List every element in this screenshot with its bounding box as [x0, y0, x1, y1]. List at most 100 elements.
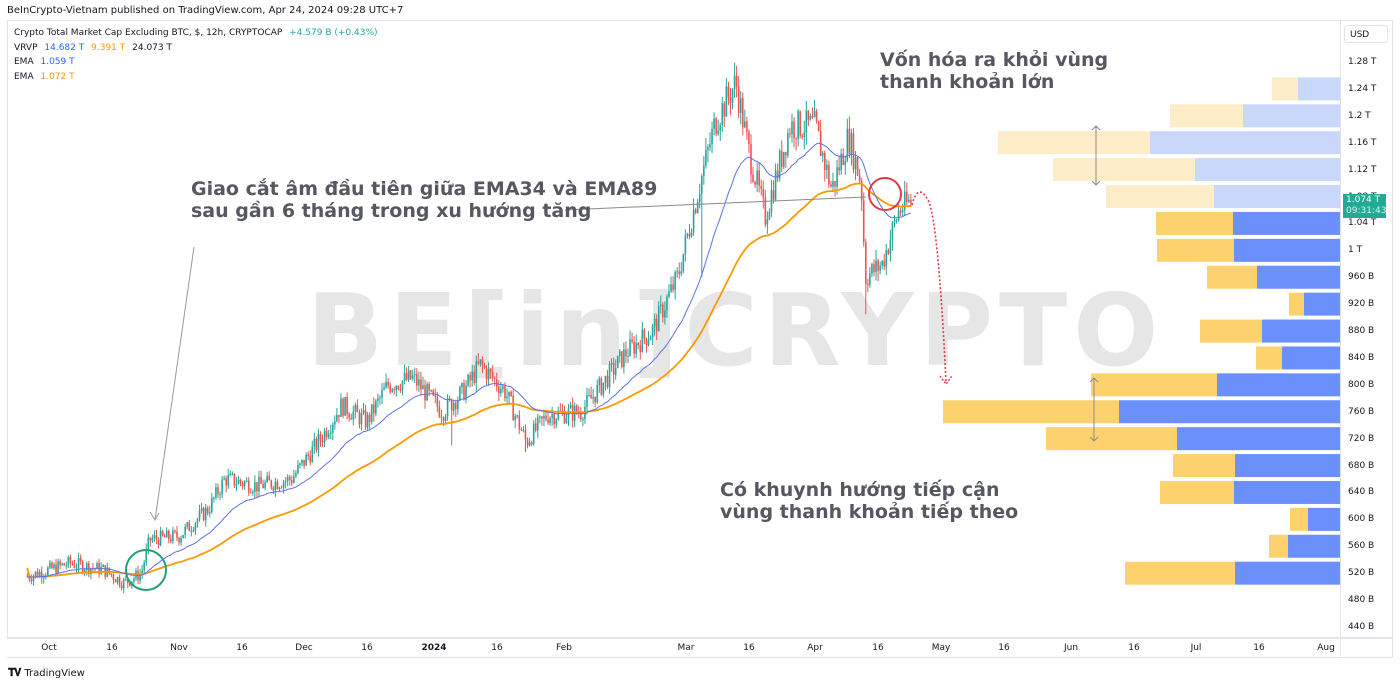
- candle-body: [512, 395, 514, 421]
- legend-ema89-row[interactable]: EMA 1.072 T: [14, 70, 382, 85]
- candle-body: [709, 144, 711, 148]
- candle-body: [776, 170, 779, 179]
- tradingview-label: TradingView: [24, 667, 85, 679]
- candle-body: [764, 197, 767, 225]
- volume-profile-down-bar: [1289, 292, 1304, 316]
- legend-ema34-row[interactable]: EMA 1.059 T: [14, 55, 382, 70]
- legend-vrvp-row[interactable]: VRVP 14.682 T 9.391 T 24.073 T: [14, 41, 382, 56]
- time-tick: 16: [1128, 643, 1140, 653]
- candle-body: [73, 564, 76, 568]
- annotation-next-zone: Có khuynh hướng tiếp cận vùng thanh khoả…: [720, 479, 1018, 523]
- chart-plot-area[interactable]: BE[in]CRYPTO: [7, 20, 1340, 638]
- candle-body: [157, 539, 160, 546]
- candle-body: [616, 355, 619, 369]
- price-axis[interactable]: 1.28 T1.24 T1.2 T1.16 T1.12 T1.08 T1.04 …: [1340, 20, 1394, 638]
- range-arrow-down-icon: [1089, 436, 1099, 442]
- candle-body: [897, 210, 900, 221]
- candle-body: [413, 373, 416, 376]
- candle-body: [760, 185, 763, 190]
- candle-body: [623, 349, 625, 368]
- candle-body: [100, 567, 102, 574]
- candle-body: [438, 406, 441, 417]
- price-tick: 680 B: [1348, 460, 1375, 471]
- price-tick: 760 B: [1348, 406, 1375, 417]
- candle-body: [389, 385, 391, 392]
- candle-body: [662, 304, 664, 318]
- candle-body: [828, 164, 830, 185]
- candle-body: [151, 538, 154, 541]
- tradingview-brand[interactable]: 𝐓𝐕 TradingView: [8, 666, 85, 680]
- ema89-value: 1.072 T: [40, 71, 75, 82]
- candle-body: [801, 135, 804, 137]
- candle-body: [461, 383, 463, 388]
- candle-body: [727, 86, 730, 98]
- candle-body: [774, 170, 777, 200]
- annotation-line: sau gần 6 tháng trong xu hướng tăng: [191, 200, 592, 222]
- candle-body: [47, 567, 49, 576]
- legend-symbol-row[interactable]: Crypto Total Market Cap Excluding BTC, $…: [14, 26, 382, 41]
- candle-body: [149, 537, 152, 541]
- volume-profile-down-bar: [1160, 480, 1234, 504]
- candle-body: [264, 482, 266, 489]
- candle-body: [748, 131, 750, 145]
- candle-body: [676, 271, 678, 273]
- candle-body: [707, 147, 709, 150]
- candle-body: [112, 575, 115, 580]
- price-tick: 640 B: [1348, 487, 1375, 498]
- candle-body: [364, 410, 367, 428]
- price-chart[interactable]: BE[in]CRYPTO: [7, 20, 1340, 638]
- candle-body: [190, 530, 193, 532]
- time-tick: Oct: [41, 643, 57, 653]
- candle-body: [436, 396, 439, 407]
- candle-body: [430, 390, 432, 392]
- candle-body: [407, 370, 410, 380]
- currency-button[interactable]: USD: [1344, 25, 1388, 43]
- candle-body: [551, 414, 553, 418]
- volume-profile-up-bar: [1243, 104, 1340, 128]
- candle-body: [36, 571, 39, 577]
- candle-body: [262, 483, 264, 489]
- price-tick: 480 B: [1348, 595, 1375, 605]
- candle-body: [680, 271, 683, 274]
- candle-body: [126, 579, 129, 584]
- candle-body: [309, 456, 312, 463]
- candle-body: [666, 296, 668, 311]
- time-tick: Jun: [1063, 643, 1079, 653]
- candle-body: [368, 414, 371, 422]
- candle-body: [471, 371, 473, 381]
- candle-body: [846, 128, 849, 162]
- candle-body: [139, 573, 141, 581]
- candle-body: [96, 562, 98, 569]
- candle-body: [102, 565, 104, 568]
- candle-body: [483, 365, 486, 368]
- candle-body: [883, 260, 886, 267]
- candle-body: [840, 153, 842, 171]
- arrow-head-icon: [149, 511, 160, 521]
- candle-body: [678, 271, 681, 274]
- candle-body: [797, 111, 799, 140]
- price-tick: 720 B: [1348, 433, 1375, 444]
- candle-body: [639, 345, 642, 352]
- candle-body: [641, 329, 644, 352]
- candle-body: [397, 386, 400, 389]
- candle-body: [342, 398, 344, 416]
- candle-body: [258, 477, 260, 492]
- candle-body: [161, 530, 164, 536]
- time-axis[interactable]: Oct 16 Nov 16 Dec 16 2024 16 Feb Mar 16 Apr 16 May 16 J…: [7, 638, 1340, 658]
- volume-profile-down-bar: [1269, 534, 1288, 558]
- time-tick: Apr: [807, 643, 823, 653]
- candle-body: [311, 446, 314, 463]
- candle-body: [221, 479, 223, 495]
- candle-body: [200, 508, 203, 512]
- candle-body: [108, 567, 111, 574]
- vrvp-up-volume: 14.682 T: [44, 42, 85, 53]
- candle-body: [719, 125, 722, 131]
- candle-body: [762, 189, 765, 198]
- candle-body: [276, 481, 279, 490]
- volume-profile-down-bar: [1256, 346, 1282, 370]
- candle-body: [446, 398, 449, 417]
- candle-body: [350, 417, 353, 420]
- candle-body: [268, 476, 271, 481]
- candle-body: [399, 388, 402, 391]
- price-tick: 1 T: [1348, 245, 1363, 256]
